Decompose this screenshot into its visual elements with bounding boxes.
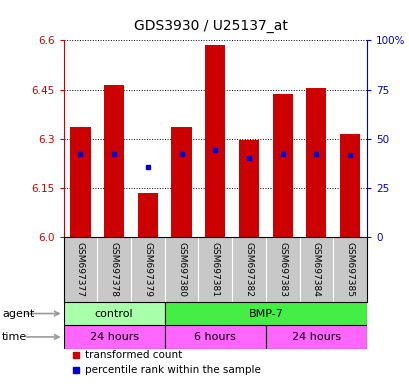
Bar <box>238 141 258 237</box>
Bar <box>306 88 326 237</box>
Bar <box>164 325 265 349</box>
Bar <box>171 127 191 237</box>
Bar <box>137 193 157 237</box>
Bar <box>204 45 225 237</box>
Text: control: control <box>94 309 133 319</box>
Text: percentile rank within the sample: percentile rank within the sample <box>85 365 260 375</box>
Text: 24 hours: 24 hours <box>291 332 340 342</box>
Text: GSM697381: GSM697381 <box>210 242 219 298</box>
Text: time: time <box>2 332 27 342</box>
Bar <box>265 325 366 349</box>
Text: GSM697378: GSM697378 <box>109 242 118 298</box>
Bar <box>272 94 292 237</box>
Bar <box>164 302 366 325</box>
Text: GSM697384: GSM697384 <box>311 242 320 297</box>
Text: agent: agent <box>2 309 34 319</box>
Text: GSM697377: GSM697377 <box>76 242 85 298</box>
Bar <box>339 134 360 237</box>
Text: BMP-7: BMP-7 <box>248 309 283 319</box>
Text: GSM697380: GSM697380 <box>177 242 186 298</box>
Bar <box>70 127 90 237</box>
Text: GSM697383: GSM697383 <box>277 242 286 298</box>
Bar <box>63 302 164 325</box>
Text: GSM697385: GSM697385 <box>345 242 354 298</box>
Text: GDS3930 / U25137_at: GDS3930 / U25137_at <box>134 19 288 33</box>
Text: transformed count: transformed count <box>85 350 182 360</box>
Bar <box>104 84 124 237</box>
Bar <box>63 325 164 349</box>
Text: 6 hours: 6 hours <box>194 332 236 342</box>
Text: GSM697382: GSM697382 <box>244 242 253 297</box>
Text: GSM697379: GSM697379 <box>143 242 152 298</box>
Text: 24 hours: 24 hours <box>89 332 138 342</box>
